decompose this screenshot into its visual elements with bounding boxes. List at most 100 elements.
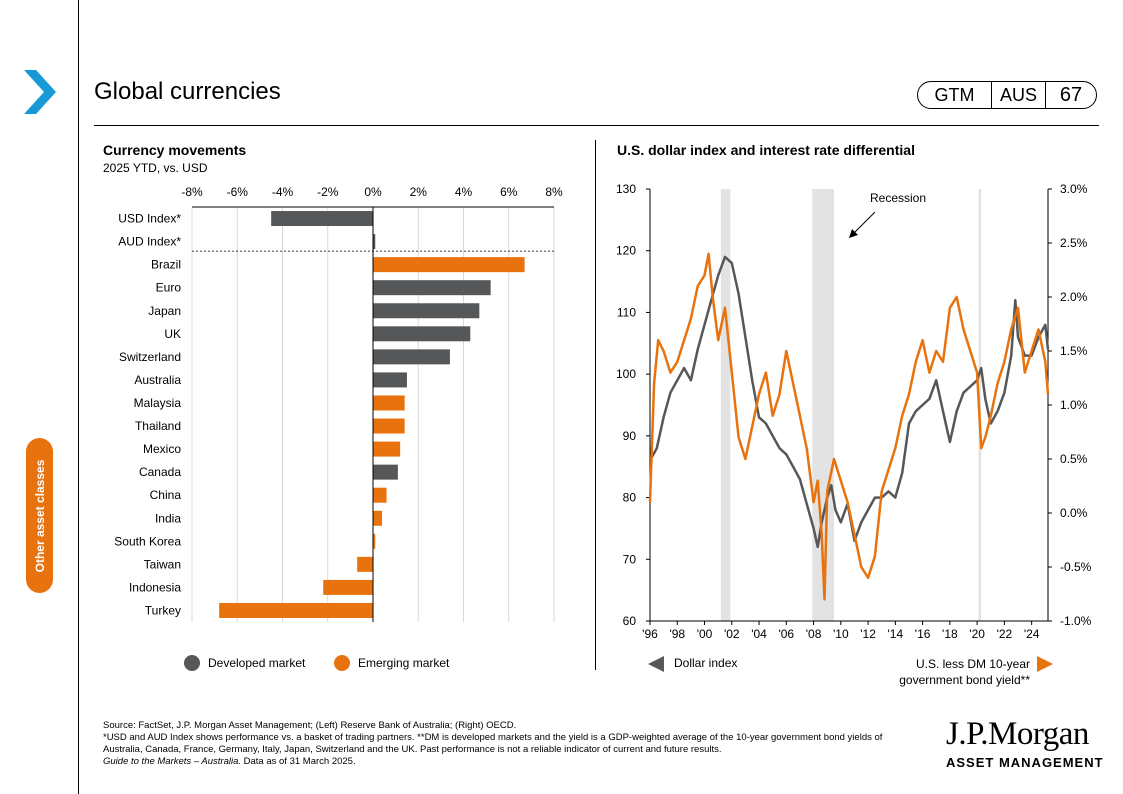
bar: [373, 326, 471, 342]
x-tick-label: '16: [915, 627, 931, 640]
section-tab[interactable]: Other asset classes: [26, 438, 53, 593]
legend-yield-differential: U.S. less DM 10-year government bond yie…: [860, 656, 1030, 688]
x-tick-label: '24: [1024, 627, 1040, 640]
triangle-right-icon: [1037, 656, 1053, 672]
legend-developed: Developed market: [184, 655, 305, 671]
recession-band: [720, 189, 731, 621]
footnote-date: Guide to the Markets – Australia. Data a…: [103, 756, 923, 768]
panel-divider: [595, 140, 596, 670]
bar-category-label: Euro: [156, 281, 182, 295]
right-tick-label: 1.5%: [1060, 344, 1088, 358]
bar-category-label: South Korea: [114, 534, 181, 548]
right-tick-label: 0.0%: [1060, 506, 1088, 520]
x-tick-label: '10: [833, 627, 849, 640]
bar: [373, 418, 405, 434]
bar: [373, 395, 405, 411]
bar: [373, 487, 387, 503]
bar: [373, 533, 376, 549]
bar: [373, 257, 525, 273]
bar: [373, 510, 383, 526]
x-tick-label: '22: [997, 627, 1013, 640]
left-tick-label: 110: [617, 305, 636, 319]
bar: [373, 372, 407, 388]
dollar-index-line-chart: 60 70 80 90 100 110 120 130 -1.0% -0.5% 0.0% 0.5% 1.…: [616, 182, 1092, 640]
footnote-notes: *USD and AUD Index shows performance vs.…: [103, 732, 883, 755]
right-tick-label: 3.0%: [1060, 182, 1088, 196]
x-tick-label: '14: [888, 627, 904, 640]
bar-x-tick-label: -4%: [272, 185, 294, 199]
x-tick-label: '20: [969, 627, 985, 640]
bar-category-label: UK: [164, 327, 181, 341]
bar-x-tick-label: -8%: [181, 185, 203, 199]
bar-category-label: India: [155, 511, 181, 525]
legend-yield-line2: government bond yield**: [899, 673, 1030, 687]
footnote-guide: Guide to the Markets – Australia.: [103, 756, 241, 767]
legend-developed-dot: [184, 655, 200, 671]
left-tick-label: 100: [616, 367, 636, 381]
bar-x-tick-label: -2%: [317, 185, 339, 199]
x-tick-label: '98: [669, 627, 685, 640]
legend-developed-label: Developed market: [208, 656, 306, 670]
x-tick-label: '18: [942, 627, 958, 640]
left-chart-title: Currency movements: [103, 142, 247, 158]
bar-category-label: Malaysia: [134, 396, 182, 410]
bar-category-label: Turkey: [145, 603, 181, 617]
bar-category-label: AUD Index*: [118, 235, 181, 249]
left-tick-label: 130: [616, 182, 636, 196]
left-tick-label: 90: [623, 429, 637, 443]
badge-gtm: GTM: [918, 82, 992, 108]
right-tick-label: 1.0%: [1060, 398, 1088, 412]
bar-category-label: Taiwan: [144, 557, 181, 571]
bar: [373, 280, 491, 296]
legend-yield-line1: U.S. less DM 10-year: [915, 657, 1030, 671]
bar: [323, 579, 373, 595]
x-tick-label: '00: [697, 627, 713, 640]
right-tick-label: 2.5%: [1060, 236, 1088, 250]
badge-page-number: 67: [1059, 83, 1083, 106]
bar-x-tick-label: 0%: [364, 185, 382, 199]
recession-band: [812, 189, 835, 621]
bar: [373, 303, 480, 319]
bar: [373, 441, 401, 457]
left-tick-label: 70: [623, 552, 637, 566]
recession-arrow-line: [852, 211, 876, 235]
bar-category-label: Switzerland: [119, 350, 181, 364]
badge-region: AUS: [992, 82, 1046, 108]
bar-category-label: China: [150, 488, 182, 502]
bar: [373, 349, 450, 365]
right-tick-label: 0.5%: [1060, 452, 1088, 466]
logo-name: J.P.Morgan: [946, 716, 1089, 752]
triangle-left-icon: [648, 656, 664, 672]
logo-subtitle: ASSET MANAGEMENT: [946, 755, 1104, 770]
jpmorgan-logo: J.P.Morgan ASSET MANAGEMENT: [946, 716, 1104, 770]
right-tick-label: -1.0%: [1060, 614, 1092, 628]
bar-x-tick-label: 2%: [410, 185, 428, 199]
legend-emerging: Emerging market: [334, 655, 449, 671]
footnote-date-text: Data as of 31 March 2025.: [241, 756, 356, 767]
yield-differential-line: [648, 252, 1050, 601]
x-tick-label: '04: [751, 627, 767, 640]
right-tick-label: 2.0%: [1060, 290, 1088, 304]
page-badge: GTM AUS 67: [917, 81, 1097, 109]
bar-category-label: Brazil: [151, 258, 181, 272]
bar-category-label: Mexico: [143, 442, 181, 456]
bar-x-tick-label: -6%: [227, 185, 249, 199]
bar: [373, 464, 398, 480]
footnote: Source: FactSet, J.P. Morgan Asset Manag…: [103, 720, 923, 768]
page-left-rule: [78, 0, 79, 794]
bar-category-label: Thailand: [135, 419, 181, 433]
x-tick-label: '12: [860, 627, 876, 640]
currency-bar-chart: -8% -6% -4% -2% 0% 2% 4% 6% 8% USD Index* AUD Inde…: [114, 185, 563, 622]
bar: [219, 602, 373, 618]
x-tick-label: '02: [724, 627, 740, 640]
bar-category-label: Japan: [148, 304, 181, 318]
bar-x-tick-label: 6%: [500, 185, 518, 199]
bar: [373, 234, 376, 250]
bar: [271, 211, 373, 227]
legend-emerging-label: Emerging market: [358, 656, 450, 670]
x-tick-label: '08: [806, 627, 822, 640]
title-rule: [94, 125, 1099, 126]
recession-arrow-head: [849, 229, 858, 238]
footnote-source: Source: FactSet, J.P. Morgan Asset Manag…: [103, 720, 517, 731]
bar: [357, 556, 373, 572]
